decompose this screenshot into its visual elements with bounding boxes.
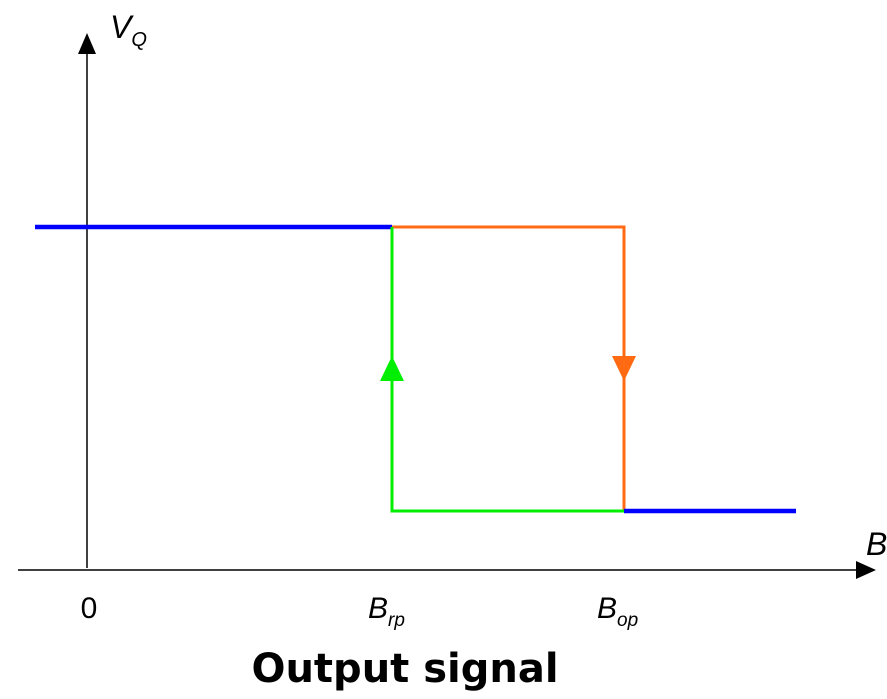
- x-axis-arrow-icon: [856, 561, 876, 579]
- release-path: [390, 227, 624, 513]
- x-axis-label-main: B: [866, 526, 887, 562]
- release-threshold-sub: rp: [388, 610, 405, 631]
- down-arrow-icon: [612, 356, 636, 381]
- diagram-caption: Output signal: [251, 646, 559, 692]
- operate-path: [392, 225, 626, 511]
- origin-label: 0: [81, 592, 98, 625]
- release-threshold-label: Brp: [368, 592, 405, 631]
- y-axis-label-sub: Q: [131, 29, 147, 51]
- operate-threshold-main: B: [597, 592, 617, 625]
- release-threshold-main: B: [368, 592, 388, 625]
- up-arrow-icon: [380, 356, 404, 381]
- x-axis-label: B: [866, 526, 887, 562]
- y-axis-arrow-icon: [78, 33, 96, 54]
- y-axis-label: VQ: [110, 9, 147, 51]
- operate-threshold-sub: op: [617, 610, 638, 631]
- y-axis-label-main: V: [110, 9, 134, 45]
- operate-threshold-label: Bop: [597, 592, 638, 631]
